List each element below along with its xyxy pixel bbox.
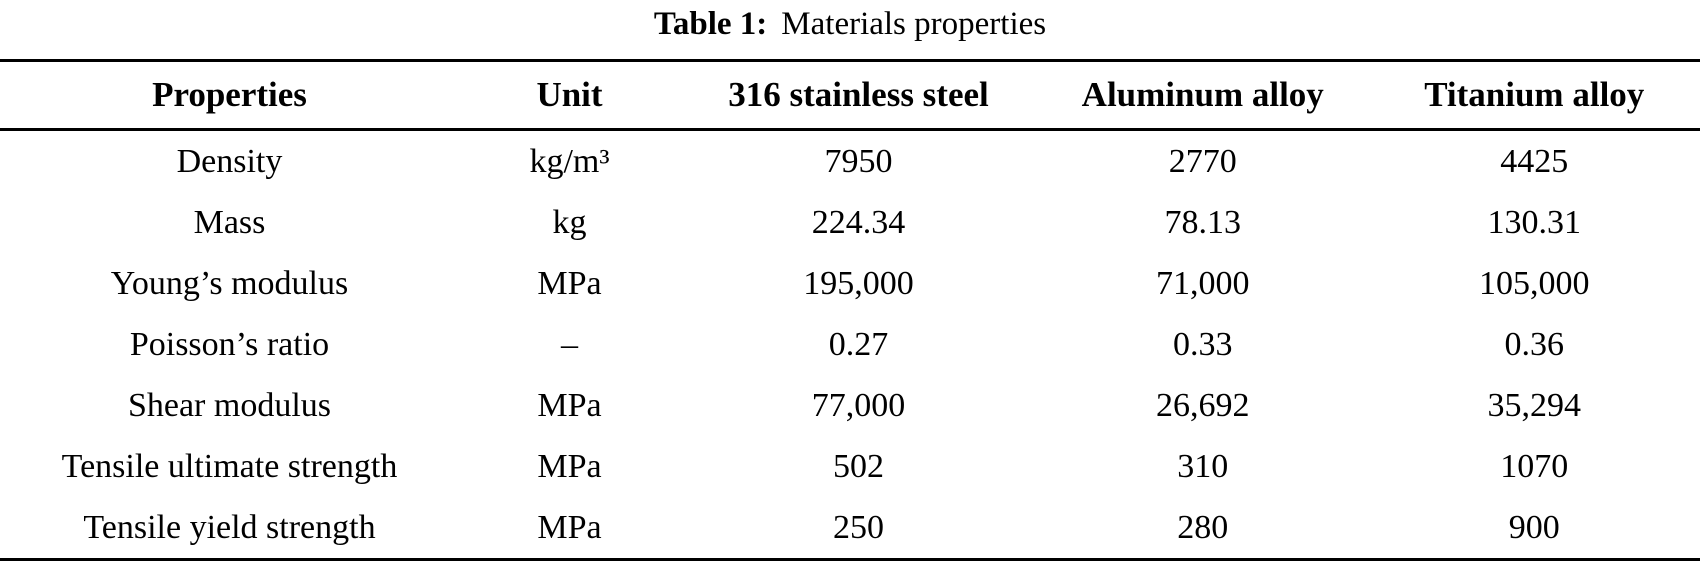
table-caption-text: Materials properties bbox=[781, 6, 1047, 42]
table-cell: 1070 bbox=[1500, 447, 1569, 485]
table-cell: Young’s modulus bbox=[110, 264, 349, 302]
table-cell: 7950 bbox=[824, 142, 893, 180]
table-cell: – bbox=[561, 325, 578, 363]
table-row-density: Density kg/m³ 7950 2770 4425 bbox=[0, 130, 1700, 193]
table-cell: 502 bbox=[833, 447, 884, 485]
table-row-shear-modulus: Shear modulus MPa 77,000 26,692 35,294 bbox=[0, 375, 1700, 436]
table-cell: 0.36 bbox=[1504, 325, 1565, 363]
table-row-youngs-modulus: Young’s modulus MPa 195,000 71,000 105,0… bbox=[0, 253, 1700, 314]
table-cell: Tensile ultimate strength bbox=[61, 447, 398, 485]
table-cell: 224.34 bbox=[811, 203, 906, 241]
table-cell: 195,000 bbox=[803, 264, 914, 302]
table-cell: 0.33 bbox=[1173, 325, 1233, 363]
table-cell: kg/m³ bbox=[529, 142, 610, 180]
table-cell: MPa bbox=[537, 447, 602, 485]
column-header-aluminum-alloy: Aluminum alloy bbox=[1081, 75, 1324, 114]
table-cell: 35,294 bbox=[1487, 386, 1582, 424]
table-header-row: Properties Unit 316 stainless steel Alum… bbox=[0, 61, 1700, 130]
table-cell: 250 bbox=[833, 508, 884, 546]
column-header-properties: Properties bbox=[152, 75, 307, 114]
table-cell: Density bbox=[176, 142, 283, 180]
column-header-316-stainless-steel: 316 stainless steel bbox=[728, 75, 989, 114]
table-cell: Tensile yield strength bbox=[83, 508, 376, 546]
table-cell: 77,000 bbox=[811, 386, 906, 424]
table-caption: Table 1: Materials properties bbox=[0, 0, 1700, 59]
table-cell: 2770 bbox=[1168, 142, 1237, 180]
table-row-poissons-ratio: Poisson’s ratio – 0.27 0.33 0.36 bbox=[0, 314, 1700, 375]
table-cell: MPa bbox=[537, 508, 602, 546]
column-header-titanium-alloy: Titanium alloy bbox=[1424, 75, 1645, 114]
table-row-mass: Mass kg 224.34 78.13 130.31 bbox=[0, 192, 1700, 253]
table-row-tensile-ultimate-strength: Tensile ultimate strength MPa 502 310 10… bbox=[0, 436, 1700, 497]
table-cell: 105,000 bbox=[1479, 264, 1590, 302]
table-caption-label: Table 1: bbox=[653, 6, 768, 42]
table-cell: 26,692 bbox=[1156, 386, 1250, 424]
table-cell: MPa bbox=[537, 264, 602, 302]
table-cell: MPa bbox=[537, 386, 602, 424]
table-cell: 130.31 bbox=[1487, 203, 1582, 241]
materials-properties-table: Properties Unit 316 stainless steel Alum… bbox=[0, 59, 1700, 561]
table-cell: 900 bbox=[1508, 508, 1560, 546]
table-cell: 4425 bbox=[1500, 142, 1569, 180]
table-cell: 0.27 bbox=[828, 325, 889, 363]
column-header-unit: Unit bbox=[536, 75, 603, 114]
table-row-tensile-yield-strength: Tensile yield strength MPa 250 280 900 bbox=[0, 497, 1700, 560]
table-cell: 310 bbox=[1177, 447, 1229, 485]
table-cell: Shear modulus bbox=[127, 386, 332, 424]
table-cell: Mass bbox=[193, 203, 266, 241]
table-cell: 78.13 bbox=[1164, 203, 1242, 241]
table-cell: 71,000 bbox=[1156, 264, 1250, 302]
table-cell: kg bbox=[552, 203, 587, 241]
table-cell: 280 bbox=[1177, 508, 1229, 546]
table-cell: Poisson’s ratio bbox=[129, 325, 330, 363]
